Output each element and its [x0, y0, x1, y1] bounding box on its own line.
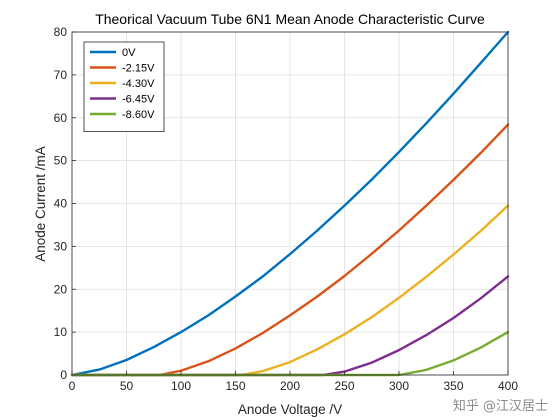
- series-line-1: [70, 123, 510, 377]
- y-tick-label: 30: [54, 239, 68, 253]
- legend-entry: -8.60V: [122, 109, 155, 121]
- watermark: 知乎 @江汉居士: [452, 399, 548, 414]
- x-tick-label: 350: [443, 379, 463, 393]
- series-line-0: [70, 30, 510, 377]
- y-tick-label: 70: [54, 68, 68, 82]
- y-tick-label: 10: [54, 325, 68, 339]
- y-tick-label: 40: [54, 197, 68, 211]
- axis-ticks: 0 50 100 150 200 250 300 350 400 0 10 20 30 40 50 60 70 8…: [54, 25, 519, 393]
- x-tick-label: 50: [120, 379, 134, 393]
- legend-entry: -6.45V: [122, 94, 155, 106]
- y-tick-label: 0: [60, 368, 67, 382]
- legend-entry: -2.15V: [122, 63, 155, 75]
- y-tick-label: 20: [54, 282, 68, 296]
- y-tick-label: 50: [54, 154, 68, 168]
- x-tick-label: 100: [171, 379, 191, 393]
- y-axis-label: Anode Current /mA: [33, 146, 48, 262]
- x-tick-label: 200: [280, 379, 300, 393]
- legend-entry: 0V: [122, 47, 136, 59]
- y-tick-label: 80: [54, 25, 68, 39]
- chart-title: Theorical Vacuum Tube 6N1 Mean Anode Cha…: [95, 11, 485, 27]
- plot-area: [70, 30, 510, 377]
- legend-entry: -4.30V: [122, 78, 155, 90]
- x-tick-label: 300: [389, 379, 409, 393]
- legend: 0V -2.15V -4.30V -6.45V -8.60V: [83, 41, 165, 132]
- x-axis-label: Anode Voltage /V: [238, 402, 342, 417]
- series-line-2: [70, 204, 510, 377]
- x-tick-label: 250: [334, 379, 354, 393]
- x-tick-label: 0: [69, 379, 76, 393]
- x-tick-label: 400: [498, 379, 518, 393]
- y-tick-label: 60: [54, 111, 68, 125]
- legend-box: [83, 41, 165, 132]
- x-tick-label: 150: [225, 379, 245, 393]
